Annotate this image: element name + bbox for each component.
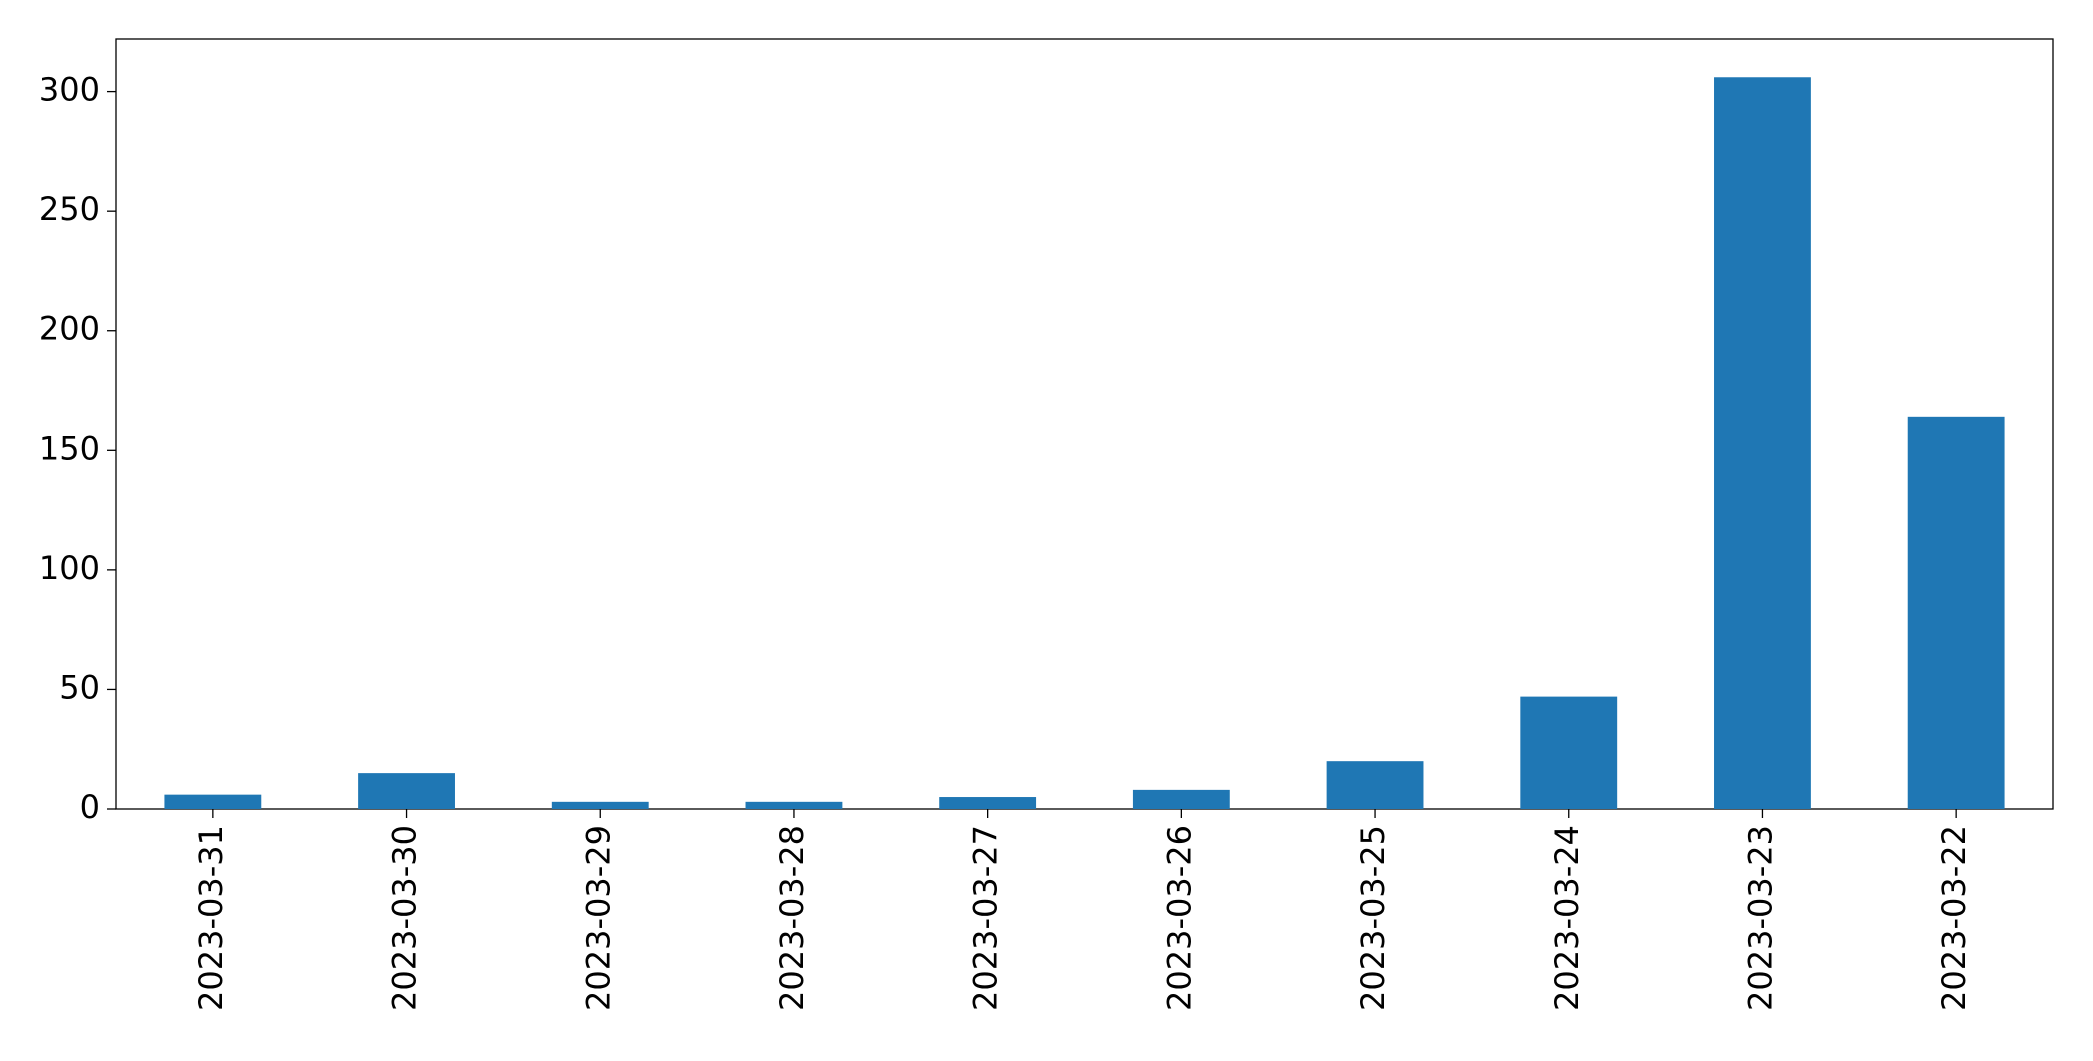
bar bbox=[745, 801, 843, 809]
bar bbox=[939, 797, 1037, 809]
x-tick-label: 2023-03-30 bbox=[386, 825, 424, 1011]
y-tick-label: 200 bbox=[39, 310, 100, 348]
bar bbox=[1520, 696, 1618, 809]
bar bbox=[1714, 77, 1811, 810]
y-tick-label: 150 bbox=[39, 429, 100, 467]
bar bbox=[1326, 761, 1424, 809]
y-tick-label: 300 bbox=[39, 71, 100, 109]
x-tick-label: 2023-03-28 bbox=[773, 825, 811, 1011]
bar bbox=[551, 801, 649, 809]
x-tick-label: 2023-03-24 bbox=[1548, 825, 1586, 1011]
bar bbox=[358, 773, 455, 809]
y-tick-label: 0 bbox=[80, 788, 100, 826]
x-tick-label: 2023-03-23 bbox=[1741, 825, 1779, 1011]
bar bbox=[164, 794, 262, 809]
x-tick-label: 2023-03-25 bbox=[1354, 825, 1392, 1011]
y-tick-label: 100 bbox=[39, 549, 100, 587]
plot-frame bbox=[115, 38, 2054, 810]
x-tick-label: 2023-03-29 bbox=[579, 825, 617, 1011]
bar bbox=[1907, 416, 2005, 809]
y-tick-label: 250 bbox=[39, 190, 100, 228]
x-tick-label: 2023-03-26 bbox=[1160, 825, 1198, 1011]
bar bbox=[1132, 789, 1230, 809]
y-tick-label: 50 bbox=[59, 668, 100, 706]
x-tick-label: 2023-03-27 bbox=[967, 825, 1005, 1011]
x-tick-label: 2023-03-22 bbox=[1935, 825, 1973, 1011]
x-tick-label: 2023-03-31 bbox=[192, 825, 230, 1011]
